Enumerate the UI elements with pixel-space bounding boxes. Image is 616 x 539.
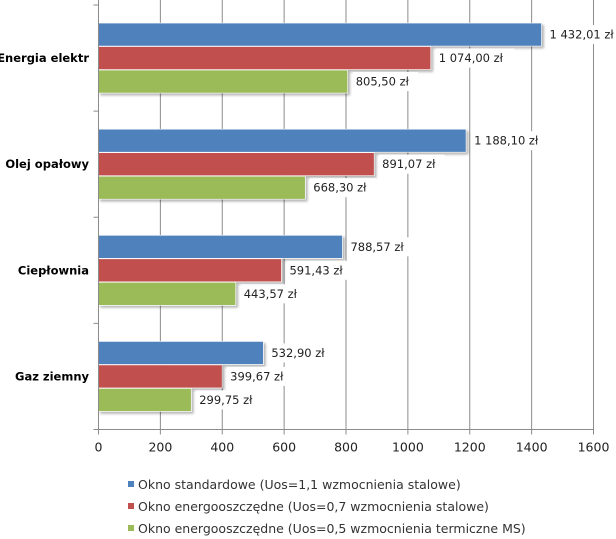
bar <box>98 364 223 389</box>
legend-label: Okno energooszczędne (Uos=0,7 wzmocnieni… <box>138 498 489 514</box>
legend: Okno standardowe (Uos=1,1 wzmocnienia st… <box>128 473 526 539</box>
bar <box>98 235 343 259</box>
bar <box>98 22 542 47</box>
data-label: 805,50 zł <box>356 75 410 89</box>
x-tick-label: 1600 <box>578 440 610 455</box>
legend-item-series-1: Okno energooszczędne (Uos=0,7 wzmocnieni… <box>128 495 526 517</box>
data-label: 1 432,01 zł <box>550 28 615 42</box>
data-label-background <box>286 260 352 280</box>
category-label: Ciepłownia <box>18 263 89 277</box>
data-label: 891,07 zł <box>382 157 436 171</box>
bar <box>98 341 264 365</box>
category-label: Energia elektr <box>0 51 89 65</box>
x-tick-label: 1400 <box>516 440 548 455</box>
data-label-background <box>240 284 307 304</box>
data-label: 1 188,10 zł <box>474 134 539 148</box>
x-tick-label: 200 <box>148 440 172 455</box>
bar <box>98 69 349 94</box>
data-label-background <box>196 390 262 410</box>
category-label: Olej opałowy <box>5 157 89 171</box>
data-label: 668,30 zł <box>313 181 367 195</box>
data-label: 591,43 zł <box>289 263 343 277</box>
legend-swatch-blue <box>128 481 134 487</box>
x-tick-label: 0 <box>95 440 103 455</box>
bar <box>98 388 192 412</box>
legend-swatch-red <box>128 503 134 509</box>
data-label-background <box>546 25 616 45</box>
data-label-background <box>268 343 334 363</box>
bar <box>98 128 467 153</box>
x-tick-label: 800 <box>334 440 358 455</box>
bars <box>98 22 542 412</box>
data-label: 443,57 zł <box>244 287 298 301</box>
bar <box>98 46 432 70</box>
bar <box>98 282 237 306</box>
legend-label: Okno standardowe (Uos=1,1 wzmocnienia st… <box>138 476 461 492</box>
x-tick-label: 1000 <box>392 440 424 455</box>
x-tick-label: 1200 <box>454 440 486 455</box>
data-label: 299,75 zł <box>199 393 253 407</box>
legend-item-series-2: Okno energooszczędne (Uos=0,5 wzmocnieni… <box>128 517 526 539</box>
data-label-background <box>379 154 445 174</box>
data-label-background <box>471 131 550 151</box>
axes <box>93 0 594 435</box>
legend-swatch-green <box>128 525 134 531</box>
data-label: 399,67 zł <box>230 369 284 383</box>
data-label-background <box>227 366 293 386</box>
data-label-background <box>435 48 515 68</box>
bar <box>98 175 306 200</box>
data-label-background <box>310 178 376 198</box>
bar <box>98 152 375 176</box>
data-label: 788,57 zł <box>350 240 404 254</box>
data-label-background <box>352 72 419 92</box>
labels: 0 200 400 600 800 1000 1200 1400 1600 Energia ele… <box>0 25 616 455</box>
x-tick-label: 600 <box>272 440 296 455</box>
legend-item-series-0: Okno standardowe (Uos=1,1 wzmocnienia st… <box>128 473 526 495</box>
category-label: Gaz ziemny <box>15 369 90 383</box>
data-label-background <box>347 237 413 257</box>
data-label: 1 074,00 zł <box>439 51 504 65</box>
bar <box>98 258 282 283</box>
x-tick-label: 400 <box>210 440 234 455</box>
legend-label: Okno energooszczędne (Uos=0,5 wzmocnieni… <box>138 520 526 536</box>
data-label: 532,90 zł <box>271 346 325 360</box>
